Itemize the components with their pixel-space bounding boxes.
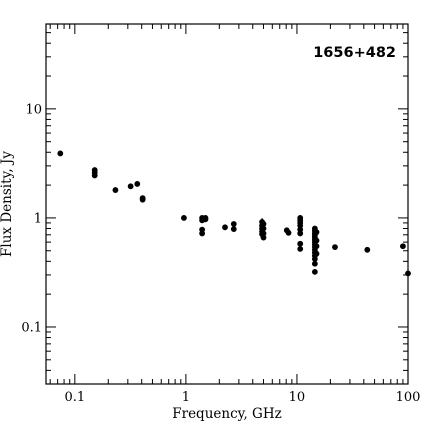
data-point (332, 244, 338, 251)
data-point (311, 256, 318, 262)
data-point (139, 196, 146, 203)
data-point (297, 222, 304, 229)
data-point (127, 183, 134, 190)
axis-ticks (46, 23, 409, 385)
data-point (297, 230, 304, 237)
x-tick-label: 10 (289, 390, 306, 405)
data-point (199, 230, 206, 237)
chart-title: 1656+482 (313, 45, 396, 61)
data-point (297, 240, 304, 247)
data-point (57, 150, 64, 157)
data-point (313, 243, 320, 250)
y-tick-label: 1 (34, 211, 42, 226)
data-point (313, 229, 320, 236)
x-tick-label: 1 (182, 390, 190, 405)
data-point (91, 172, 98, 179)
x-axis-label: Frequency, GHz (172, 406, 281, 422)
y-tick-label: 10 (25, 102, 42, 117)
data-point (364, 246, 371, 253)
data-point (311, 268, 318, 275)
data-point (230, 226, 237, 232)
data-point (260, 234, 267, 241)
data-point (400, 243, 406, 250)
data-point (134, 181, 141, 187)
x-tick-label: 0.1 (64, 390, 85, 405)
plot-frame (45, 23, 409, 385)
data-point (313, 237, 320, 244)
data-point (285, 229, 292, 236)
data-point (222, 224, 228, 231)
data-point (112, 187, 119, 193)
y-tick-label: 0.1 (21, 320, 42, 335)
data-point (313, 250, 320, 257)
data-point (260, 221, 267, 227)
data-point (181, 215, 187, 221)
x-tick-label: 100 (396, 390, 421, 405)
data-point (297, 245, 304, 252)
data-points (57, 150, 411, 277)
data-point (230, 221, 237, 227)
data-point (260, 225, 267, 232)
data-point (311, 260, 318, 267)
data-point (202, 216, 209, 223)
y-axis-label: Flux Density, Jy (0, 151, 15, 257)
tick-labels: 0.1 1 10 100 0.1 1 10 (21, 102, 420, 405)
data-point (260, 230, 267, 237)
